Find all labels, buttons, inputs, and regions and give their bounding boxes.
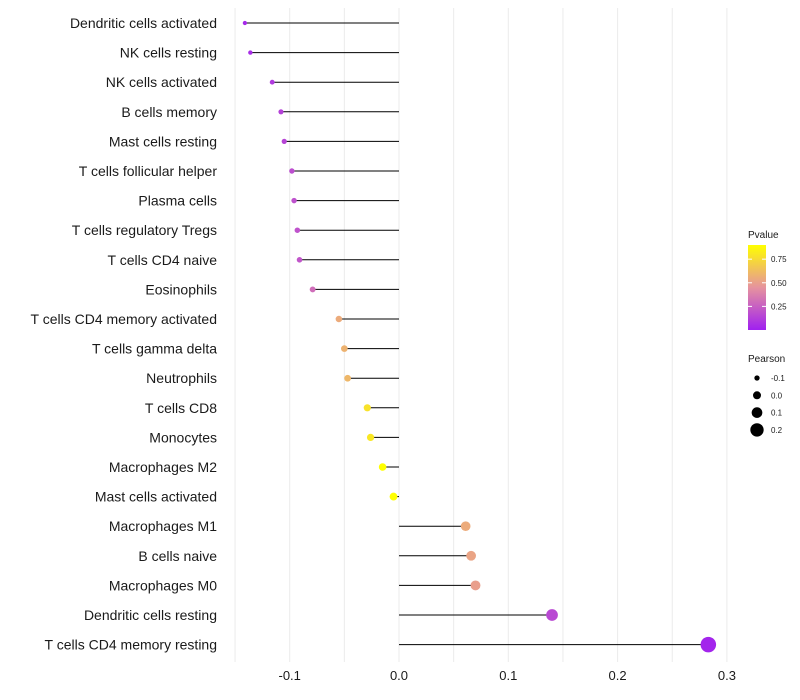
y-label-monocytes: Monocytes [149, 429, 217, 445]
y-label-macrophages-m0: Macrophages M0 [109, 577, 217, 593]
y-label-dendritic-cells-resting: Dendritic cells resting [84, 607, 217, 623]
y-label-macrophages-m2: Macrophages M2 [109, 459, 217, 475]
point-mast-cells-resting [281, 138, 287, 144]
y-label-t-cells-cd4-memory-resting: T cells CD4 memory resting [45, 637, 217, 653]
point-t-cells-cd8 [363, 404, 371, 412]
points [242, 20, 717, 653]
y-label-neutrophils: Neutrophils [146, 370, 217, 386]
x-tick-label: 0.3 [718, 668, 736, 683]
y-label-nk-cells-activated: NK cells activated [106, 74, 217, 90]
y-label-mast-cells-resting: Mast cells resting [109, 133, 217, 149]
pearson-legend-label: 0.2 [771, 426, 783, 435]
point-b-cells-naive [466, 550, 477, 561]
y-label-dendritic-cells-activated: Dendritic cells activated [70, 15, 217, 31]
y-label-t-cells-gamma-delta: T cells gamma delta [92, 341, 217, 357]
point-t-cells-gamma-delta [341, 345, 348, 352]
point-eosinophils [309, 286, 316, 293]
point-b-cells-memory [278, 109, 284, 115]
point-dendritic-cells-resting [546, 609, 558, 621]
point-t-cells-cd4-memory-resting [700, 636, 717, 653]
pvalue-tick-label: 0.25 [771, 302, 787, 311]
x-tick-label: -0.1 [278, 668, 300, 683]
pearson-legend: Pearson -0.1 0.0 0.1 0.2 [748, 354, 785, 437]
pvalue-colorbar [748, 245, 766, 330]
y-label-eosinophils: Eosinophils [145, 281, 217, 297]
pvalue-legend-title: Pvalue [748, 230, 779, 241]
point-t-cells-cd4-memory-activated [335, 315, 343, 323]
point-neutrophils [344, 374, 351, 382]
pvalue-legend-ticks: 0.25 0.50 0.75 [748, 255, 787, 311]
y-label-macrophages-m1: Macrophages M1 [109, 518, 217, 534]
point-monocytes [366, 433, 375, 442]
point-t-cells-regulatory-tregs [294, 227, 301, 233]
point-plasma-cells [291, 197, 297, 204]
grid-lines [234, 8, 728, 662]
y-label-t-cells-cd8: T cells CD8 [145, 400, 217, 416]
y-label-nk-cells-resting: NK cells resting [120, 45, 217, 61]
point-mast-cells-activated [389, 492, 398, 501]
x-axis-tick-labels: -0.1 0.0 0.1 0.2 0.3 [278, 668, 735, 683]
y-label-t-cells-cd4-memory-activated: T cells CD4 memory activated [31, 311, 217, 327]
y-label-b-cells-naive: B cells naive [138, 548, 217, 564]
stems [244, 22, 709, 646]
point-nk-cells-resting [248, 50, 253, 55]
pvalue-tick-label: 0.75 [771, 255, 787, 264]
x-tick-label: 0.1 [499, 668, 517, 683]
pearson-legend-label: 0.0 [771, 391, 783, 400]
pearson-legend-label: -0.1 [771, 374, 785, 383]
y-label-b-cells-memory: B cells memory [121, 104, 217, 120]
pearson-legend-items: -0.1 0.0 0.1 0.2 [750, 374, 785, 437]
point-t-cells-cd4-naive [296, 257, 303, 263]
point-macrophages-m1 [460, 521, 471, 532]
point-dendritic-cells-activated [242, 20, 248, 26]
point-nk-cells-activated [269, 79, 275, 85]
y-label-plasma-cells: Plasma cells [138, 193, 217, 209]
y-label-t-cells-regulatory-tregs: T cells regulatory Tregs [72, 222, 217, 238]
pearson-legend-label: 0.1 [771, 409, 783, 418]
pearson-legend-dot [750, 423, 764, 437]
y-label-t-cells-cd4-naive: T cells CD4 naive [108, 252, 218, 268]
x-tick-label: 0.2 [609, 668, 627, 683]
y-label-mast-cells-activated: Mast cells activated [95, 489, 217, 505]
y-label-t-cells-follicular-helper: T cells follicular helper [79, 163, 218, 179]
pearson-legend-dot [753, 391, 761, 400]
pearson-legend-title: Pearson [748, 354, 785, 365]
point-macrophages-m2 [378, 463, 387, 471]
pvalue-tick-label: 0.50 [771, 279, 787, 288]
y-axis-labels: Dendritic cells activated NK cells restin… [31, 15, 218, 653]
x-tick-label: 0.0 [390, 668, 408, 683]
pvalue-legend: Pvalue 0.25 0.50 0.75 [748, 230, 787, 330]
pearson-legend-dot [751, 407, 763, 418]
point-macrophages-m0 [470, 580, 481, 591]
pearson-legend-dot [754, 375, 760, 381]
point-t-cells-follicular-helper [289, 168, 295, 174]
